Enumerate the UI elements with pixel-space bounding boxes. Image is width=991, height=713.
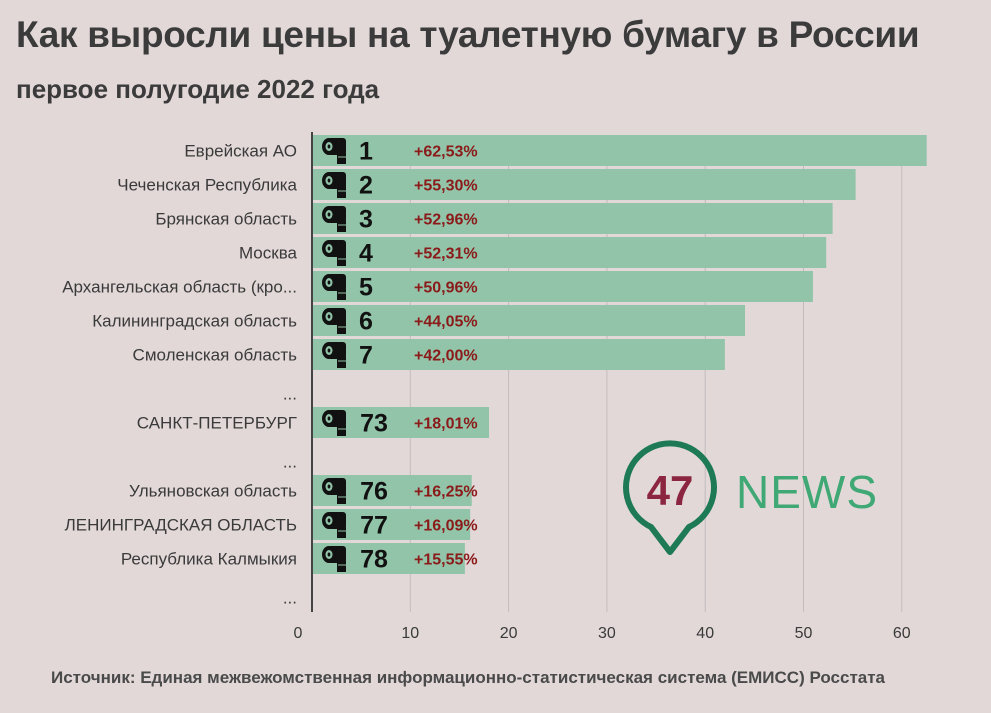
- rank-label: 77: [360, 512, 388, 540]
- category-label: ...: [283, 385, 297, 404]
- rank-label: 1: [359, 138, 373, 166]
- chart-title: Как выросли цены на туалетную бумагу в Р…: [16, 14, 920, 55]
- x-tick-label: 40: [696, 625, 714, 642]
- category-label: Архангельская область (кро...: [62, 278, 297, 297]
- toilet-paper-icon: [322, 308, 346, 334]
- value-label: +55,30%: [414, 178, 478, 195]
- rank-label: 73: [360, 410, 388, 438]
- toilet-paper-icon: [322, 172, 346, 198]
- rank-label: 6: [359, 308, 373, 336]
- logo-47news: 47 NEWS: [623, 440, 878, 555]
- toilet-paper-icon: [322, 240, 346, 266]
- rank-label: 4: [359, 240, 373, 268]
- chart-subtitle: первое полугодие 2022 года: [16, 74, 380, 104]
- toilet-paper-icon: [322, 478, 346, 504]
- logo-pin-icon: [623, 440, 717, 555]
- category-label: Еврейская АО: [184, 142, 297, 161]
- bar: [312, 305, 746, 336]
- rank-label: 5: [359, 274, 373, 302]
- bar-chart: 0 10 20 30 40 50 60 Еврейская АО 1 +62,53% Чеченск…: [62, 132, 927, 642]
- toilet-paper-icon: [322, 206, 346, 232]
- source-note: Источник: Единая межвежомственная информ…: [51, 668, 886, 687]
- x-tick-label: 30: [598, 625, 616, 642]
- rank-label: 76: [360, 478, 388, 506]
- category-label: Москва: [239, 244, 298, 263]
- bar: [312, 203, 833, 234]
- toilet-paper-icon: [322, 410, 346, 436]
- x-tick-label: 0: [294, 625, 303, 642]
- category-label: ЛЕНИНГРАДСКАЯ ОБЛАСТЬ: [65, 516, 297, 535]
- category-label: Брянская область: [155, 210, 297, 229]
- rank-label: 78: [360, 546, 388, 574]
- rank-label: 2: [359, 172, 373, 200]
- x-tick-label: 20: [500, 625, 518, 642]
- category-label: Чеченская Республика: [117, 176, 297, 195]
- logo-word: NEWS: [736, 466, 878, 518]
- value-label: +50,96%: [414, 280, 478, 297]
- x-tick-label: 60: [893, 625, 911, 642]
- x-tick-label: 50: [795, 625, 813, 642]
- value-label: +16,25%: [414, 484, 478, 501]
- category-label: ...: [283, 589, 297, 608]
- bar: [312, 169, 856, 200]
- toilet-paper-icon: [322, 274, 346, 300]
- bar: [312, 271, 813, 302]
- bar: [312, 339, 725, 370]
- bar: [312, 135, 927, 166]
- value-label: +52,96%: [414, 212, 478, 229]
- logo-number: 47: [647, 467, 694, 514]
- value-label: +44,05%: [414, 314, 478, 331]
- category-label: Смоленская область: [133, 346, 298, 365]
- category-label: Ульяновская область: [129, 482, 297, 501]
- rank-label: 7: [359, 342, 373, 370]
- value-label: +42,00%: [414, 348, 478, 365]
- value-label: +18,01%: [414, 416, 478, 433]
- value-label: +16,09%: [414, 518, 478, 535]
- toilet-paper-icon: [322, 546, 346, 572]
- value-label: +62,53%: [414, 144, 478, 161]
- category-label: САНКТ-ПЕТЕРБУРГ: [137, 414, 297, 433]
- category-label: Республика Калмыкия: [121, 550, 297, 569]
- category-label: Калининградская область: [92, 312, 297, 331]
- category-label: ...: [283, 453, 297, 472]
- x-tick-label: 10: [401, 625, 419, 642]
- bar: [312, 237, 827, 268]
- toilet-paper-icon: [322, 138, 346, 164]
- rank-label: 3: [359, 206, 373, 234]
- toilet-paper-icon: [322, 342, 346, 368]
- toilet-paper-icon: [322, 512, 346, 538]
- value-label: +52,31%: [414, 246, 478, 263]
- value-label: +15,55%: [414, 552, 478, 569]
